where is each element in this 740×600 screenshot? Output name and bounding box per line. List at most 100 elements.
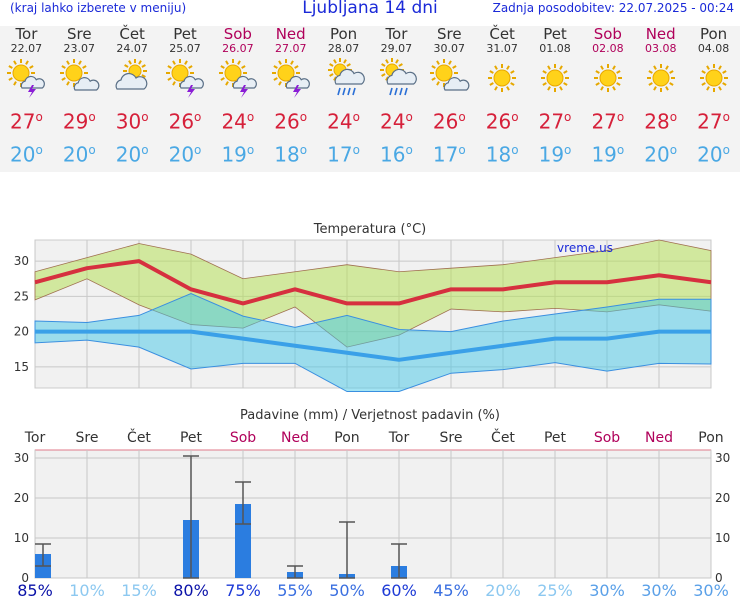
day-date: 01.08 [539,42,571,55]
y-tick-label-right: 20 [715,491,730,505]
forecast-day: Čet 24.07 30o 20o [106,26,158,166]
sun-icon [541,64,569,92]
weather-icon [0,57,52,99]
cloud-rain-sun-icon [327,58,365,96]
weather-icon [423,57,475,99]
location-menu-hint[interactable]: (kraj lahko izberete v meniju) [10,1,187,15]
header-bar: (kraj lahko izberete v meniju) Ljubljana… [0,0,740,22]
weather-icon [106,57,158,99]
max-temperature: 26o [485,109,519,134]
max-temperature: 26o [432,109,466,134]
precipitation-probability: 55% [277,581,313,600]
temperature-chart-title: Temperatura (°C) [313,222,426,237]
forecast-day: Tor 29.07 24o 16o [370,26,422,166]
precip-day-label: Sob [594,430,620,446]
day-name: Sre [66,25,92,43]
day-date: 25.07 [169,42,201,55]
forecast-day: Sre 23.07 29o 20o [53,26,105,166]
forecast-day: Pet 25.07 26o 20o [159,26,211,166]
y-tick-label: 25 [14,289,29,303]
max-temperature: 29o [62,109,96,134]
forecast-day: Ned 27.07 26o 18o [265,26,317,166]
weather-icon [53,57,105,99]
precipitation-error-bar [235,481,251,525]
sun-icon [593,64,622,92]
min-temperature-range-band [34,293,712,393]
charts-area: Temperatura (°C) 15 20 25 30 vreme.us Padavine… [14,222,731,600]
day-date: 27.07 [274,42,307,55]
precip-day-label: Pet [180,430,203,446]
precipitation-error-bar [339,521,355,579]
min-temperature: 19o [538,142,572,167]
forecast-day: Čet 31.07 26o 18o [476,26,528,167]
max-temperature: 24o [380,109,413,134]
precipitation-chart-title: Padavine (mm) / Verjetnost padavin (%) [240,408,500,423]
day-name: Pon [699,25,728,43]
precip-day-label: Sre [76,430,99,446]
precip-day-label: Sre [440,430,463,446]
precipitation-probability: 60% [381,581,417,600]
precip-day-label: Tor [24,430,46,446]
weather-icon [529,57,581,99]
forecast-day: Sre 30.07 26o 17o [423,26,475,166]
day-name: Ned [275,25,306,43]
precipitation-probability: 30% [641,581,677,600]
max-temperature: 27o [10,109,43,134]
sun-cloud-thunder-icon [271,59,310,98]
forecast-day: Pet 01.08 27o 19o [529,26,581,167]
day-date: 24.07 [116,42,148,55]
forecast-day: Sob 02.08 27o 19o [582,25,634,167]
max-temperature: 30o [115,109,149,134]
sun-icon [699,64,728,92]
min-temperature: 20o [644,142,678,167]
min-temperature: 18o [274,142,308,167]
weather-icon [212,57,264,99]
forecast-day: Ned 03.08 28o 20o [635,26,687,167]
weather-icon [582,57,634,99]
min-temperature: 20o [62,142,96,167]
precip-day-label: Tor [388,430,410,446]
forecast-day: Tor 22.07 27o 20o [0,26,52,166]
y-tick-label: 30 [14,451,29,465]
day-name: Čet [119,25,145,43]
watermark: vreme.us [557,241,613,255]
max-temperature: 24o [327,109,360,134]
min-temperature: 17o [327,142,360,167]
weather-icon [318,57,370,99]
day-date: 29.07 [380,42,413,55]
day-date: 26.07 [222,42,254,55]
weather-icon [265,57,317,99]
precip-day-label: Pon [334,430,359,446]
y-tick-label: 10 [14,531,29,545]
sun-cloud-thunder-icon [166,59,204,98]
precipitation-error-bar [391,543,407,579]
day-date: 28.07 [327,42,360,55]
min-temperature-line [35,329,711,362]
precip-day-label: Čet [491,428,515,446]
day-name: Pon [329,25,358,43]
day-name: Sob [223,25,252,43]
day-date: 31.07 [486,42,518,55]
max-temperature: 27o [697,109,730,134]
max-temperature: 26o [274,109,308,134]
precip-day-label: Sob [230,430,256,446]
min-temperature: 20o [115,142,149,167]
day-date: 02.08 [592,42,624,55]
precipitation-probability: 20% [485,581,521,600]
weather-icon [159,57,211,99]
precipitation-probability: 80% [173,581,209,600]
precipitation-probability: 85% [17,581,53,600]
min-temperature: 20o [10,142,43,167]
precipitation-probability: 30% [693,581,729,600]
y-tick-label: 15 [14,360,29,374]
daily-forecast-strip: Tor 22.07 27o 20o Sre 23.07 29o 20o Čet 24.07 30o 2… [0,26,740,172]
y-tick-label-right: 30 [715,451,730,465]
max-temperature: 26o [168,109,202,134]
cloud-sun-icon [115,59,148,90]
max-temperature-line [34,259,712,306]
max-temperature: 27o [538,109,572,134]
sun-cloud-icon [60,59,100,91]
day-name: Sob [593,25,622,43]
precip-day-label: Pet [544,430,567,446]
min-temperature: 20o [168,142,202,167]
